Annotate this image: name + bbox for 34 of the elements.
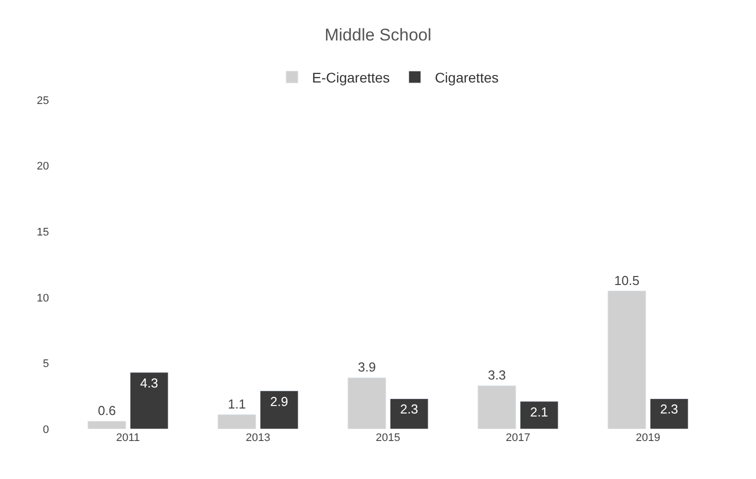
data-label: 2.9 xyxy=(270,394,288,409)
x-tick-label: 2011 xyxy=(116,432,140,444)
bar xyxy=(390,398,428,429)
bar xyxy=(608,290,646,429)
bar xyxy=(520,401,558,429)
y-tick-label: 25 xyxy=(36,94,49,107)
y-tick-label: 20 xyxy=(36,160,49,173)
y-tick-label: 10 xyxy=(36,292,49,304)
data-label: 10.5 xyxy=(614,272,640,288)
x-tick-label: 2017 xyxy=(506,432,530,444)
data-label: 2.3 xyxy=(400,402,418,417)
bar xyxy=(218,414,256,429)
data-label: 3.3 xyxy=(488,368,506,383)
y-tick-label: 0 xyxy=(42,424,49,436)
legend-label: E-Cigarettes xyxy=(312,69,390,86)
y-tick-label: 5 xyxy=(42,358,49,370)
data-label: 2.1 xyxy=(530,404,548,420)
legend-label: Cigarettes xyxy=(434,69,499,86)
chart-title: Middle School xyxy=(324,26,432,45)
x-tick-label: 2015 xyxy=(376,432,400,444)
bar xyxy=(260,390,298,429)
data-label: 4.3 xyxy=(140,375,158,390)
x-tick-label: 2019 xyxy=(636,432,660,444)
data-label: 2.3 xyxy=(660,402,678,417)
bar xyxy=(88,420,126,429)
bar xyxy=(650,398,688,429)
bar xyxy=(348,377,386,429)
y-tick-label: 15 xyxy=(36,226,49,238)
data-label: 1.1 xyxy=(228,396,246,412)
data-label: 3.9 xyxy=(358,360,376,375)
x-tick-label: 2013 xyxy=(246,432,270,444)
bar xyxy=(130,372,168,429)
bar xyxy=(478,385,516,429)
data-label: 0.6 xyxy=(98,403,116,418)
